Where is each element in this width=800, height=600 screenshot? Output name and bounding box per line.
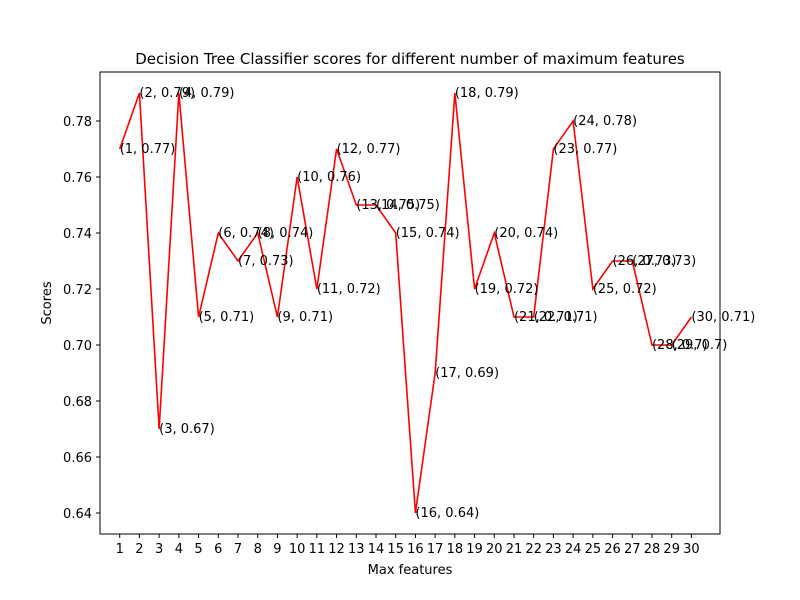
x-tick-label: 24	[565, 542, 582, 557]
x-axis-ticks: 1 2 3 4 5 6 7 8 9 10 11 12 13 14 15 16 17 18 19 20 21 22 23 24 2…	[116, 534, 700, 557]
x-tick-label: 26	[604, 542, 621, 557]
series-layer	[118, 92, 693, 514]
point-label: (25, 0.72)	[593, 282, 657, 297]
x-tick-label: 9	[273, 542, 281, 557]
x-tick-label: 15	[387, 542, 404, 557]
x-tick-label: 16	[407, 542, 424, 557]
x-tick-label: 3	[155, 542, 163, 557]
x-tick-label: 12	[328, 542, 345, 557]
point-label: (10, 0.76)	[297, 170, 361, 185]
x-tick-label: 25	[585, 542, 602, 557]
point-label: (7, 0.73)	[238, 254, 294, 269]
x-tick-label: 5	[194, 542, 202, 557]
x-tick-label: 29	[663, 542, 680, 557]
y-axis-ticks: 0.64 0.66 0.68 0.70 0.72 0.74 0.76 0.78	[63, 115, 100, 522]
point-label: (23, 0.77)	[553, 142, 617, 157]
point-label: (9, 0.71)	[277, 310, 333, 325]
point-label: (12, 0.77)	[337, 142, 401, 157]
y-tick-label: 0.64	[63, 507, 92, 522]
y-tick-label: 0.68	[63, 395, 92, 410]
x-tick-label: 27	[624, 542, 641, 557]
point-label: (18, 0.79)	[455, 86, 519, 101]
point-label: (2, 0.79)	[139, 86, 195, 101]
x-tick-label: 21	[506, 542, 523, 557]
point-label: (1, 0.77)	[120, 142, 176, 157]
x-tick-label: 4	[175, 542, 183, 557]
series-line	[118, 92, 693, 514]
point-label: (8, 0.74)	[258, 226, 314, 241]
point-label: (22, 0.71)	[534, 310, 598, 325]
y-tick-label: 0.70	[63, 339, 92, 354]
point-label: (29, 0.7)	[672, 338, 728, 353]
x-tick-label: 20	[486, 542, 503, 557]
point-label: (15, 0.74)	[396, 226, 460, 241]
x-tick-label: 28	[644, 542, 661, 557]
point-label: (6, 0.74)	[218, 226, 274, 241]
x-tick-label: 6	[214, 542, 222, 557]
point-label: (26, 0.73)	[613, 254, 677, 269]
y-axis-label: Scores	[40, 281, 55, 324]
point-label: (28, 0.7)	[652, 338, 708, 353]
plot-area	[100, 72, 720, 534]
x-tick-label: 23	[545, 542, 562, 557]
point-label: (5, 0.71)	[199, 310, 255, 325]
x-axis-label: Max features	[368, 563, 453, 578]
point-label: (17, 0.69)	[435, 366, 499, 381]
point-labels: (1, 0.77) (2, 0.79) (3, 0.67) (4, 0.79) (5, …	[120, 86, 756, 521]
point-label: (4, 0.79)	[179, 86, 235, 101]
point-label: (14, 0.75)	[376, 198, 440, 213]
x-tick-label: 13	[348, 542, 365, 557]
x-tick-label: 10	[289, 542, 306, 557]
point-label: (21, 0.71)	[514, 310, 578, 325]
x-tick-label: 17	[427, 542, 444, 557]
plot-frame	[99, 71, 721, 535]
point-label: (13, 0.75)	[356, 198, 420, 213]
x-tick-label: 18	[447, 542, 464, 557]
x-tick-label: 1	[116, 542, 124, 557]
x-tick-label: 8	[254, 542, 262, 557]
point-label: (24, 0.78)	[573, 114, 637, 129]
y-tick-label: 0.74	[63, 227, 92, 242]
y-tick-label: 0.66	[63, 451, 92, 466]
x-tick-label: 30	[683, 542, 700, 557]
point-label: (11, 0.72)	[317, 282, 381, 297]
y-tick-label: 0.78	[63, 115, 92, 130]
point-label: (27, 0.73)	[632, 254, 696, 269]
x-tick-label: 19	[466, 542, 483, 557]
x-tick-label: 11	[309, 542, 326, 557]
point-label: (3, 0.67)	[159, 422, 215, 437]
x-tick-label: 14	[368, 542, 385, 557]
plot-background	[100, 72, 720, 534]
point-label: (30, 0.71)	[691, 310, 755, 325]
x-tick-label: 22	[525, 542, 542, 557]
x-tick-label: 2	[135, 542, 143, 557]
chart-title: Decision Tree Classifier scores for diff…	[135, 50, 685, 68]
y-tick-label: 0.76	[63, 171, 92, 186]
x-tick-label: 7	[234, 542, 242, 557]
point-label: (19, 0.72)	[475, 282, 539, 297]
point-label: (16, 0.64)	[415, 506, 479, 521]
point-label: (20, 0.74)	[494, 226, 558, 241]
y-tick-label: 0.72	[63, 283, 92, 298]
